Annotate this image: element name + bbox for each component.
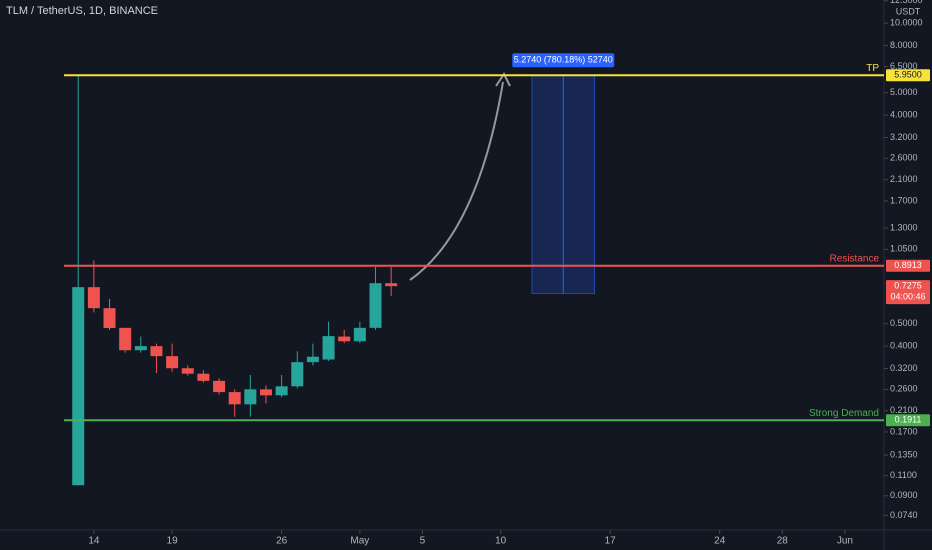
x-tick-label: 5 [420,536,426,547]
x-tick-label: 10 [495,536,507,547]
candle-body [213,380,226,393]
y-tick-label: 2.1000 [890,174,918,184]
candle-body [150,346,163,357]
currency-label: USDT [896,6,921,16]
level-price-bg [886,69,930,82]
y-tick-label: 0.2600 [890,384,918,394]
y-tick-label: 8.0000 [890,40,918,50]
last-price-bg [886,280,930,305]
x-tick-label: 28 [777,536,789,547]
y-tick-label: 0.2100 [890,405,918,415]
x-tick-label: May [350,536,369,547]
y-tick-label: 1.0500 [890,244,918,254]
level-price: 0.1911 [895,415,922,425]
y-tick-label: 0.5000 [890,318,918,328]
level-price-bg [886,259,930,272]
candle-body [181,368,194,374]
y-tick-label: 0.1350 [890,449,918,459]
y-tick-label: 3.2000 [890,132,918,142]
candle-body [72,287,85,486]
measure-label: 5.2740 (780.18%) 52740 [514,55,613,65]
x-tick-label: Jun [837,536,853,547]
x-tick-label: 17 [605,536,617,547]
candle-body [134,346,147,351]
x-tick-label: 24 [714,536,726,547]
candle-body [166,356,179,369]
candle-body [385,283,398,287]
x-tick-label: 14 [88,536,100,547]
measure-label-bg [512,53,615,68]
y-tick-label: 0.4000 [890,341,918,351]
level-name: TP [866,63,879,74]
candle-body [119,327,132,351]
y-tick-label: 0.0740 [890,510,918,520]
level-price-bg [886,414,930,427]
candle-body [275,386,288,396]
y-tick-label: 0.3200 [890,363,918,373]
countdown: 04:00:46 [890,291,925,301]
y-tick-label: 12.5000 [890,0,923,5]
level-price: 5.9500 [894,70,922,80]
candle-body [369,283,382,328]
level-price: 0.8913 [894,260,922,270]
y-tick-label: 10.0000 [890,18,923,28]
candle-body [353,327,366,342]
candle-body [228,392,241,405]
x-tick-label: 26 [276,536,288,547]
candle-body [322,336,335,360]
y-tick-label: 5.0000 [890,87,918,97]
y-tick-label: 0.0900 [890,490,918,500]
chart-title: TLM / TetherUS, 1D, BINANCE [6,5,158,17]
plot-area [72,74,595,486]
level-name: Resistance [830,253,880,264]
candle-body [338,336,351,342]
y-tick-label: 2.6000 [890,153,918,163]
y-tick-label: 0.1700 [890,426,918,436]
candle-body [103,308,116,329]
y-tick-label: 1.7000 [890,195,918,205]
arrow-head [495,72,511,87]
candle-body [291,362,304,387]
candle-body [197,373,210,381]
candle-body [306,356,319,363]
y-tick-label: 6.5000 [890,61,918,71]
candle-body [259,389,272,396]
y-tick-label: 4.0000 [890,109,918,119]
y-tick-label: 0.1100 [890,470,917,480]
y-tick-label: 1.3000 [890,222,918,232]
candle-body [244,389,257,405]
last-price: 0.7275 [894,280,922,290]
x-tick-label: 19 [167,536,179,547]
level-name: Strong Demand [809,408,879,419]
candle-body [87,287,100,309]
